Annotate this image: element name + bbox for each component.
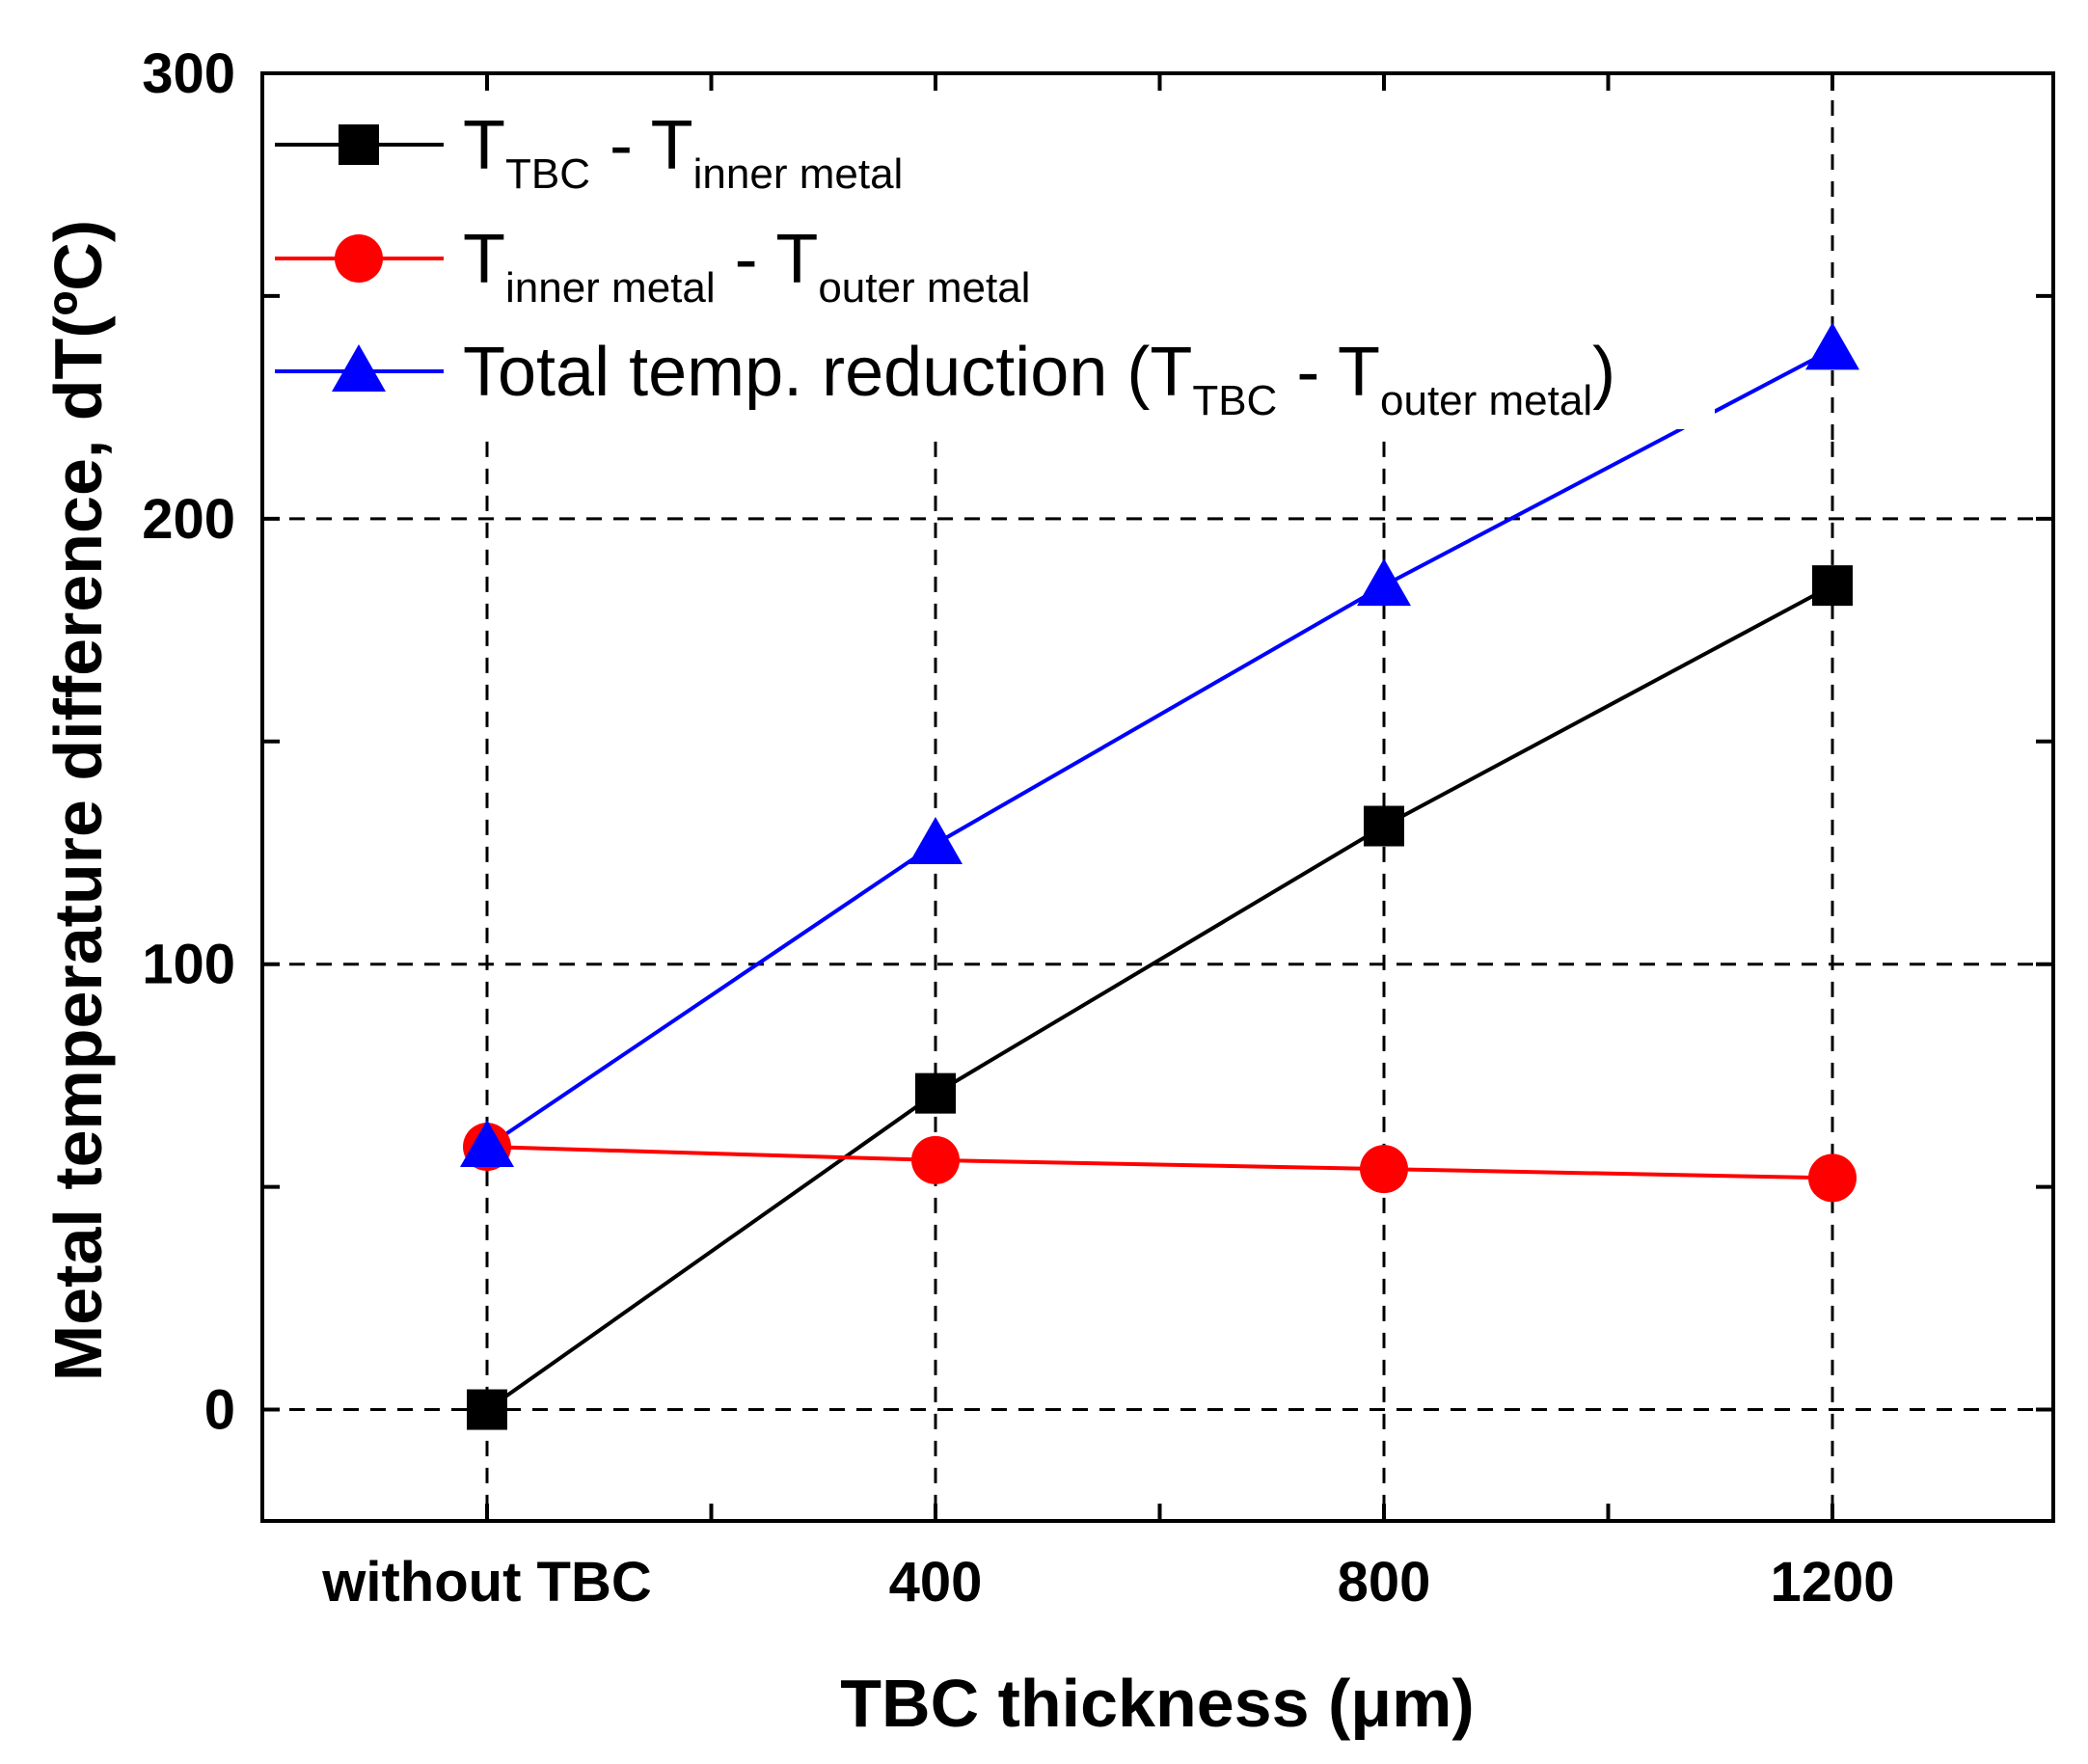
legend-label-part: - T	[716, 221, 819, 298]
data-point	[911, 1135, 960, 1184]
legend-label-part: TBC	[1192, 377, 1277, 424]
legend-background	[461, 210, 1715, 316]
legend-label-part: outer metal	[818, 264, 1030, 312]
data-point	[460, 1120, 514, 1168]
data-point	[467, 1389, 507, 1430]
legend-label-part: outer metal	[1380, 377, 1592, 424]
data-point	[908, 816, 963, 864]
legend-label-part: Total temp. reduction (T	[463, 334, 1192, 411]
axis-layer: 0 100 200 300 without TBC 400 800 1200	[142, 42, 2053, 1614]
y-tick-label: 100	[142, 934, 235, 996]
legend-marker	[335, 234, 383, 283]
series-line	[485, 583, 1833, 1412]
legend-label: Total temp. reduction (TTBC - Touter met…	[463, 334, 1615, 424]
legend-label-part: - T	[590, 107, 693, 184]
y-tick-label: 200	[142, 488, 235, 551]
legend-label-part: TBC	[505, 150, 590, 198]
y-tick-label: 0	[204, 1379, 235, 1442]
legend-label-part: T	[463, 221, 505, 298]
data-point	[1812, 565, 1853, 607]
y-axis-title: Metal temperature difference, dT(ºC)	[41, 220, 116, 1381]
x-tick-label: 1200	[1770, 1551, 1894, 1614]
x-tick-label: 800	[1338, 1551, 1431, 1614]
legend-label-part: inner metal	[693, 150, 904, 198]
legend-label-part: - T	[1277, 334, 1380, 411]
y-tick-label: 300	[142, 42, 235, 105]
data-point	[1805, 322, 1859, 370]
data-point	[1364, 805, 1404, 847]
legend-marker	[339, 124, 379, 165]
legend-label-part: inner metal	[505, 264, 716, 312]
data-point	[1357, 558, 1411, 607]
series-line	[486, 1145, 1833, 1181]
x-tick-label: without TBC	[321, 1551, 651, 1614]
x-axis-title: TBC thickness (μm)	[840, 1666, 1474, 1741]
legend-label: TTBC - Tinner metal	[463, 107, 903, 198]
legend-label: Tinner metal - Touter metal	[463, 221, 1030, 312]
grid-layer	[262, 73, 2053, 1521]
legend-background	[461, 323, 1715, 429]
legend-marker	[332, 344, 386, 392]
legend-label-part: T	[463, 107, 505, 184]
data-point	[915, 1072, 956, 1114]
data-point	[1808, 1153, 1857, 1203]
legend-background	[461, 96, 1715, 203]
legend-label-part: )	[1592, 334, 1615, 411]
x-tick-label: 400	[889, 1551, 983, 1614]
data-point	[1360, 1145, 1408, 1194]
series-layer	[460, 322, 1859, 1430]
series-line	[485, 347, 1833, 1149]
